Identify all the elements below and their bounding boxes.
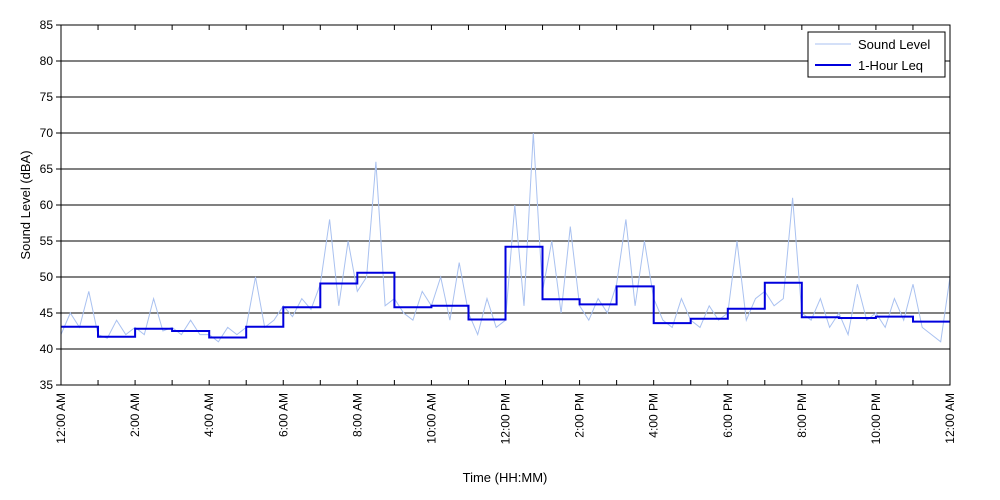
x-tick-label: 10:00 AM — [424, 393, 438, 444]
series-1-hour-leq-step — [61, 245, 950, 339]
y-tick-label: 80 — [40, 54, 54, 68]
x-tick-label: 8:00 PM — [795, 393, 809, 438]
x-tick-label: 4:00 AM — [202, 393, 216, 437]
y-tick-label: 75 — [40, 90, 54, 104]
x-tick-label: 4:00 PM — [647, 393, 661, 438]
y-tick-label: 40 — [40, 342, 54, 356]
y-axis-title: Sound Level (dBA) — [18, 150, 33, 259]
x-tick-label: 8:00 AM — [350, 393, 364, 437]
x-tick-label: 12:00 AM — [54, 393, 68, 444]
x-tick-label: 12:00 PM — [499, 393, 513, 444]
y-tick-label: 85 — [40, 18, 54, 32]
y-tick-label: 50 — [40, 270, 54, 284]
axis-ticks: 35 40 45 50 55 60 65 70 75 80 85 12:00 AM 2:00 AM 4:0… — [40, 18, 957, 444]
x-tick-label: 6:00 PM — [721, 393, 735, 438]
y-tick-label: 65 — [40, 162, 54, 176]
y-tick-label: 35 — [40, 378, 54, 392]
legend-label-sound-level: Sound Level — [858, 37, 930, 52]
x-tick-label: 2:00 PM — [573, 393, 587, 438]
legend: Sound Level 1-Hour Leq — [807, 31, 946, 78]
y-tick-label: 70 — [40, 126, 54, 140]
x-axis-title: Time (HH:MM) — [463, 470, 548, 485]
x-tick-label: 2:00 AM — [128, 393, 142, 437]
y-tick-label: 60 — [40, 198, 54, 212]
x-tick-label: 10:00 PM — [869, 393, 883, 444]
series-layer — [60, 132, 951, 343]
x-tick-label: 6:00 AM — [276, 393, 290, 437]
legend-box — [807, 31, 946, 78]
y-tick-label: 45 — [40, 306, 54, 320]
legend-label-1-hour-leq: 1-Hour Leq — [858, 58, 923, 73]
y-tick-label: 55 — [40, 234, 54, 248]
x-tick-label: 12:00 AM — [943, 393, 957, 444]
